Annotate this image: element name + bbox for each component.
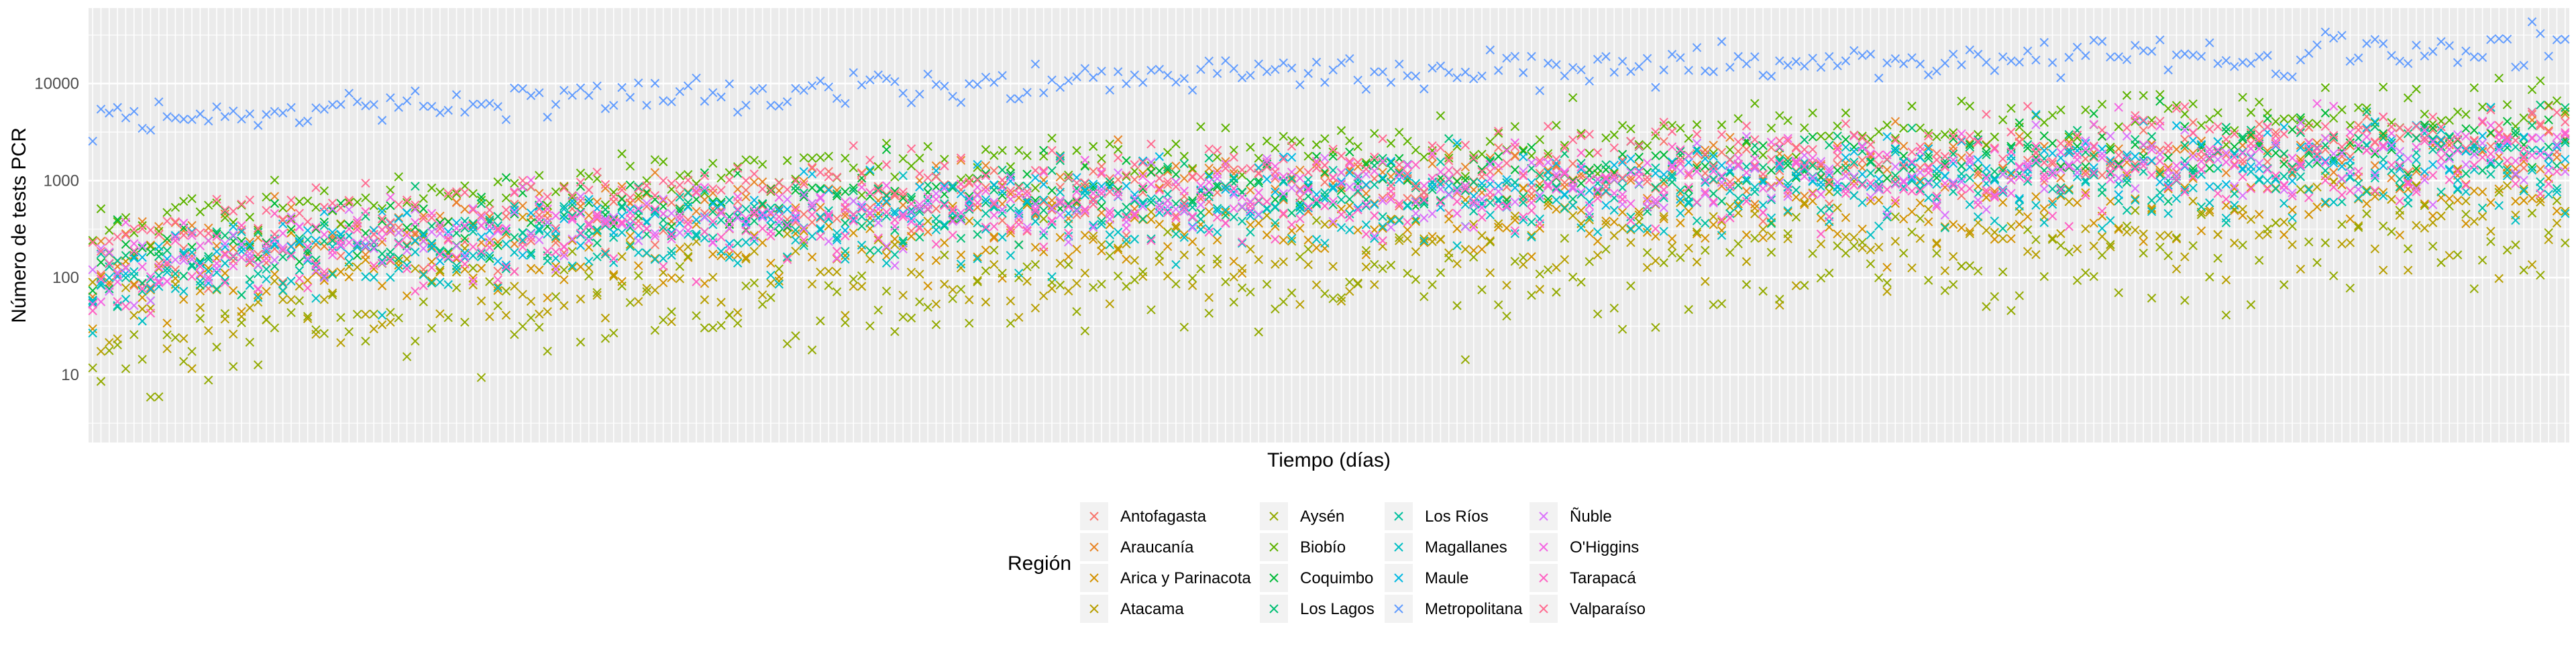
scatter-chart: 10100100010000 Número de tests PCR Tiemp… [0,0,2576,644]
chart-root: 10100100010000 Número de tests PCR Tiemp… [0,0,2576,644]
